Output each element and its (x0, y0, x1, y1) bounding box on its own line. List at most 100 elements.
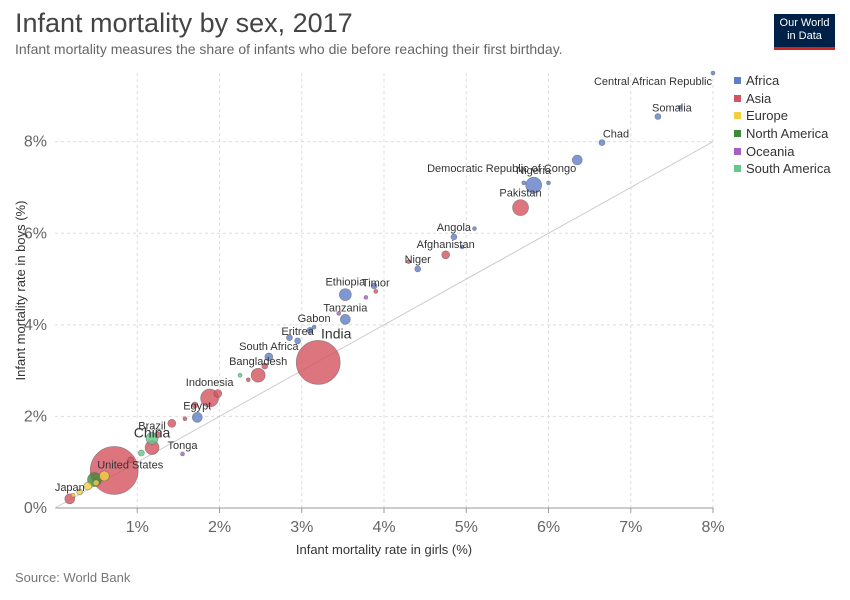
legend-swatch (734, 77, 741, 85)
data-point (521, 180, 527, 186)
x-axis-label: Infant mortality rate in girls (%) (296, 542, 472, 557)
point-label: Tanzania (323, 302, 368, 314)
source-note: Source: World Bank (15, 570, 131, 585)
data-point (441, 250, 450, 260)
data-point (182, 416, 188, 422)
point-label: Central African Republic (594, 76, 713, 88)
legend-item[interactable]: South America (734, 160, 831, 178)
x-tick-label: 4% (372, 519, 395, 536)
data-point (336, 311, 342, 316)
data-point (92, 479, 100, 487)
legend-label: Oceania (746, 143, 795, 159)
data-point (472, 226, 477, 231)
point-label: Japan (55, 482, 85, 494)
data-point (191, 412, 203, 423)
data-point (237, 372, 243, 378)
owid-logo[interactable]: Our World in Data (774, 14, 835, 50)
data-point (294, 337, 301, 345)
legend-label: North America (746, 126, 829, 142)
logo-line-1: Our World (779, 17, 830, 29)
point-label: Somalia (652, 103, 693, 115)
data-point (83, 481, 93, 491)
legend-swatch (734, 165, 741, 173)
point-label: Bangladesh (229, 356, 287, 368)
y-tick-label: 2% (24, 408, 47, 425)
chart-title: Infant mortality by sex, 2017 (15, 8, 353, 38)
data-point (127, 456, 134, 464)
data-point (710, 70, 716, 76)
point-label: Timor (362, 277, 390, 289)
data-point (213, 389, 223, 398)
data-point (546, 180, 551, 186)
y-tick-label: 4% (24, 317, 47, 334)
x-tick-label: 1% (126, 519, 149, 536)
data-point (406, 259, 411, 264)
data-point (571, 154, 583, 166)
data-point (99, 470, 110, 482)
data-point (167, 418, 177, 428)
point-label: China (134, 425, 171, 441)
legend-swatch (734, 94, 741, 102)
point-label: Democratic Republic of Congo (427, 163, 576, 175)
point-label: Tonga (167, 440, 198, 452)
legend-label: Africa (746, 73, 780, 89)
data-point (70, 492, 76, 498)
data-point (295, 340, 341, 385)
data-point (261, 362, 269, 370)
point-label: Nigeria (516, 165, 552, 177)
point-label: Pakistan (499, 188, 541, 200)
legend-item[interactable]: North America (734, 125, 831, 143)
data-point (191, 401, 199, 409)
data-point (250, 367, 266, 383)
point-label: Afghanistan (417, 239, 475, 251)
data-point (306, 327, 314, 334)
point-label: India (321, 325, 352, 341)
data-point (525, 176, 542, 194)
chart-subtitle: Infant mortality measures the share of i… (15, 41, 563, 57)
x-tick-label: 6% (537, 519, 560, 536)
data-point (450, 233, 458, 241)
logo-line-2: in Data (787, 29, 822, 42)
data-point (414, 265, 422, 273)
data-point (311, 324, 317, 330)
point-label: Egypt (183, 400, 211, 412)
point-label: Niger (405, 254, 432, 266)
legend-swatch (734, 130, 741, 138)
legend-label: Europe (746, 108, 788, 124)
data-point (339, 288, 352, 301)
data-point (677, 105, 683, 110)
data-point (138, 449, 145, 457)
data-point (370, 282, 378, 290)
x-tick-label: 5% (455, 519, 478, 536)
y-axis-label: Infant mortality rate in boys (%) (13, 201, 28, 381)
data-point (245, 377, 251, 383)
legend-label: Asia (746, 90, 772, 106)
legend-label: South America (746, 161, 831, 177)
data-point (180, 451, 185, 457)
data-point (598, 139, 606, 146)
data-point (654, 113, 662, 120)
legend-swatch (734, 147, 741, 155)
point-label: Chad (603, 129, 629, 141)
x-tick-label: 8% (701, 519, 724, 536)
point-label: United States (97, 459, 164, 471)
data-point (154, 431, 162, 439)
point-label: South Africa (239, 341, 299, 353)
point-label: Brazil (138, 420, 166, 432)
data-point (363, 295, 369, 300)
legend-item[interactable]: Africa (734, 72, 831, 90)
legend-item[interactable]: Europe (734, 107, 831, 125)
x-tick-label: 7% (619, 519, 642, 536)
data-point (76, 488, 83, 496)
point-label: Gabon (298, 313, 331, 325)
legend-item[interactable]: Oceania (734, 142, 831, 160)
data-point (512, 199, 529, 216)
legend-item[interactable]: Asia (734, 90, 831, 108)
data-point (264, 352, 274, 362)
point-label: Indonesia (186, 377, 235, 389)
legend: Africa Asia Europe North America Oceania Sout… (734, 72, 831, 178)
y-tick-label: 0% (24, 500, 47, 517)
point-label: Angola (437, 222, 472, 234)
data-point (459, 244, 465, 250)
x-tick-label: 3% (290, 519, 313, 536)
